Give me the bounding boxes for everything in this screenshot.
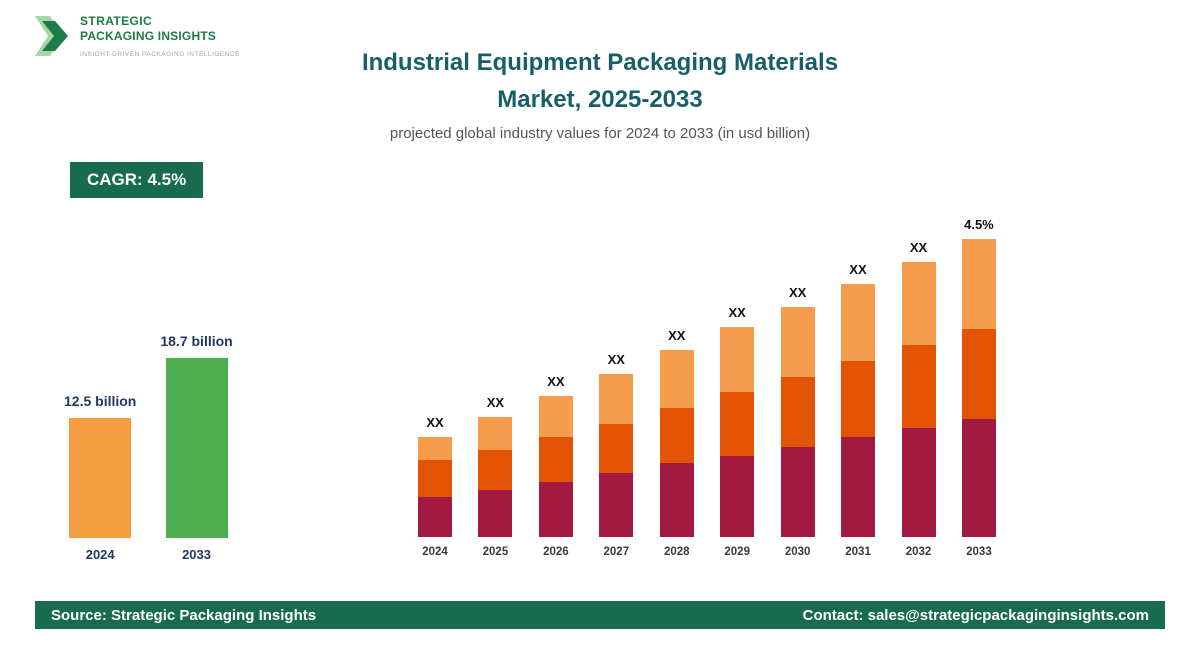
title-block: Industrial Equipment Packaging Materials… <box>0 44 1200 142</box>
bar-segment-middle <box>901 345 936 428</box>
stacked-bar-column: XX 2030 <box>780 285 815 558</box>
stacked-bar <box>720 327 755 537</box>
stacked-bar-column: XX 2027 <box>599 352 634 558</box>
bar-segment-top <box>418 437 452 460</box>
axis-year-label: 2027 <box>603 546 630 558</box>
bar-segment-middle <box>780 377 815 447</box>
bar-segment-bottom <box>901 428 936 537</box>
axis-year-label: 2031 <box>845 546 871 558</box>
stacked-bar-column: XX 2032 <box>901 240 936 558</box>
bar-value-label: XX <box>788 285 807 300</box>
footer-source: Source: Strategic Packaging Insights <box>51 606 317 624</box>
footer-contact: Contact: sales@strategicpackaginginsight… <box>802 606 1149 624</box>
stacked-bar <box>418 437 452 537</box>
bar-segment-top <box>961 239 996 329</box>
bar-segment-middle <box>538 437 573 482</box>
stacked-bar <box>780 307 815 537</box>
bar-value-label: XX <box>728 305 746 320</box>
bar-value-label: XX <box>547 374 565 389</box>
stacked-bar-column: XX 2024 <box>418 415 452 558</box>
bar-segment-top <box>599 374 634 424</box>
mini-bar-2033 <box>165 358 228 538</box>
footer-bar: Source: Strategic Packaging Insights Con… <box>35 601 1165 629</box>
bar-value-label: 4.5% <box>964 217 994 232</box>
stacked-bar <box>478 417 513 537</box>
bar-segment-bottom <box>418 497 452 537</box>
axis-year-label: 2032 <box>905 546 932 558</box>
bar-segment-middle <box>841 361 876 437</box>
bar-segment-top <box>780 307 815 377</box>
page-subtitle: projected global industry values for 202… <box>389 125 811 143</box>
stacked-bar-column: XX 2029 <box>720 305 755 558</box>
mini-bar-value-label: 12.5 billion <box>64 393 137 409</box>
bar-segment-middle <box>659 408 694 463</box>
bar-value-label: XX <box>909 240 928 255</box>
mini-chart-column: 18.7 billion 2033 <box>160 333 232 562</box>
bar-value-label: XX <box>607 352 625 367</box>
bar-segment-bottom <box>720 456 755 537</box>
mini-axis-year-label: 2024 <box>85 547 115 562</box>
bar-segment-middle <box>599 424 634 473</box>
stacked-bar <box>961 239 996 537</box>
bar-segment-top <box>659 350 694 408</box>
logo: STRATEGIC PACKAGING INSIGHTS INSIGHT-DRI… <box>35 14 240 58</box>
logo-text: STRATEGIC PACKAGING INSIGHTS INSIGHT-DRI… <box>80 14 240 58</box>
logo-name-line2: PACKAGING INSIGHTS <box>80 29 217 43</box>
bar-segment-bottom <box>478 490 513 537</box>
page-title-line2: Market, 2025-2033 <box>497 86 703 114</box>
stacked-bar-column: XX 2026 <box>538 374 573 558</box>
bar-value-label: XX <box>849 262 867 277</box>
bar-segment-top <box>538 396 573 437</box>
bar-segment-bottom <box>841 437 876 537</box>
stacked-bar-column: XX 2031 <box>841 262 876 558</box>
bar-segment-bottom <box>538 482 573 537</box>
bar-value-label: XX <box>668 328 686 343</box>
bar-segment-bottom <box>599 473 634 537</box>
axis-year-label: 2028 <box>663 546 690 558</box>
mini-bar-2024 <box>69 418 132 538</box>
bar-value-label: XX <box>486 395 505 410</box>
stacked-bar <box>538 396 573 537</box>
mini-chart: 12.5 billion 2024 18.7 billion 2033 <box>64 333 233 562</box>
page-title-line1: Industrial Equipment Packaging Materials <box>361 49 839 76</box>
stacked-bar <box>841 284 876 537</box>
bar-value-label: XX <box>426 415 444 430</box>
axis-year-label: 2030 <box>784 546 811 558</box>
bar-segment-middle <box>720 392 755 456</box>
bar-segment-top <box>841 284 876 361</box>
axis-year-label: 2033 <box>966 546 992 558</box>
logo-chevron-icon <box>35 16 68 56</box>
stacked-bar <box>599 374 634 537</box>
page-title: Industrial Equipment Packaging Materials… <box>0 44 1200 118</box>
bar-segment-middle <box>961 329 996 419</box>
axis-year-label: 2024 <box>422 546 448 558</box>
stacked-bar <box>659 350 694 537</box>
stacked-bar-column: 4.5% 2033 <box>961 217 996 558</box>
mini-axis-year-label: 2033 <box>182 547 211 562</box>
bar-segment-top <box>720 327 755 392</box>
bar-segment-top <box>478 417 513 450</box>
bar-segment-middle <box>478 450 513 490</box>
bar-segment-bottom <box>659 463 694 537</box>
bar-segment-top <box>901 262 936 345</box>
stacked-bar <box>901 262 936 537</box>
axis-year-label: 2025 <box>482 546 509 558</box>
stacked-bar-column: XX 2025 <box>478 395 513 558</box>
stacked-bar-column: XX 2028 <box>659 328 694 558</box>
mini-bar-value-label: 18.7 billion <box>160 333 233 349</box>
axis-year-label: 2026 <box>543 546 569 558</box>
bar-segment-bottom <box>780 447 815 537</box>
logo-tagline: INSIGHT-DRIVEN PACKAGING INTELLIGENCE <box>80 51 240 58</box>
cagr-badge: CAGR: 4.5% <box>70 162 204 198</box>
axis-year-label: 2029 <box>724 546 750 558</box>
bar-segment-middle <box>418 460 452 497</box>
logo-name-line1: STRATEGIC <box>80 14 153 28</box>
main-chart: XX 2024 XX 2025 XX 2026 XX 2027 XX 2028 XX 2029 XX 20… <box>418 217 996 558</box>
bar-segment-bottom <box>961 419 996 537</box>
mini-chart-column: 12.5 billion 2024 <box>64 393 136 562</box>
